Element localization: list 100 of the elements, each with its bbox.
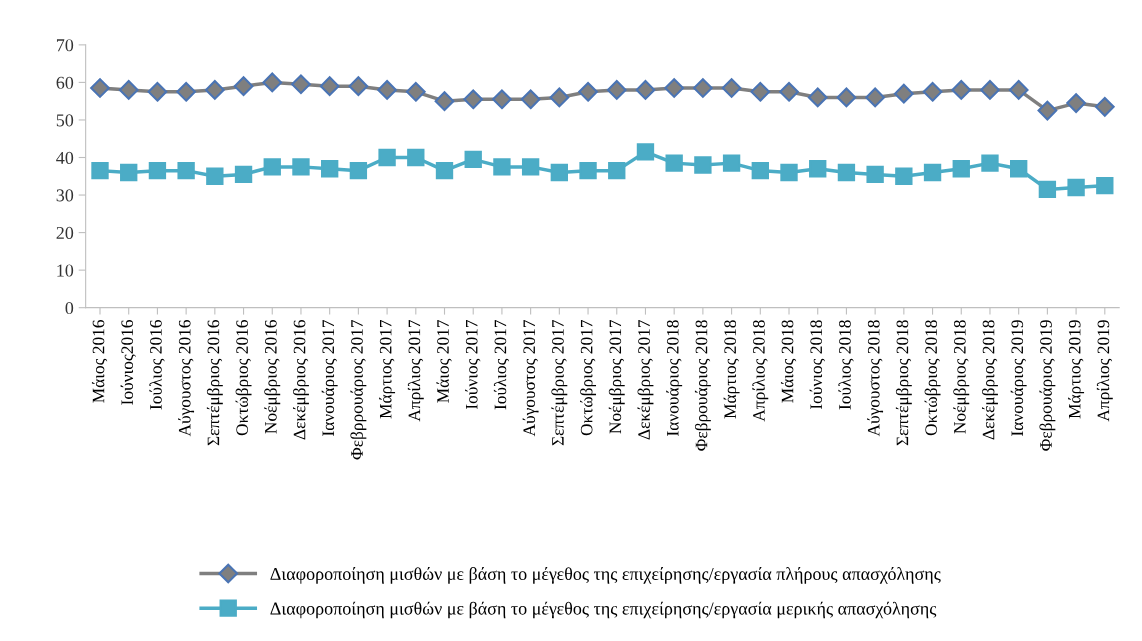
point xyxy=(493,158,511,176)
point xyxy=(750,81,771,102)
x-tick-label: Νοέμβριος 2016 xyxy=(264,320,281,434)
point xyxy=(90,78,110,98)
x-tick-label: Σεπτέμβριος 2017 xyxy=(551,319,568,446)
x-tick-label: Μάρτιος 2018 xyxy=(723,320,740,419)
point xyxy=(579,161,597,180)
x-tick-label: Σεπτέμβριος 2018 xyxy=(895,320,912,446)
point xyxy=(435,161,454,180)
point xyxy=(578,81,598,102)
point xyxy=(1038,180,1057,199)
point xyxy=(866,165,884,184)
point xyxy=(1010,160,1028,178)
point xyxy=(463,89,484,110)
point xyxy=(291,74,311,95)
point xyxy=(407,148,425,167)
point xyxy=(378,148,396,167)
x-tick-label: Φεβρουάριος 2019 xyxy=(1039,320,1056,451)
point xyxy=(1096,176,1114,195)
point xyxy=(952,160,970,178)
point xyxy=(780,163,798,182)
point xyxy=(91,161,109,180)
point xyxy=(721,78,742,98)
point xyxy=(1008,80,1029,100)
point xyxy=(779,81,799,102)
y-tick-label: 20 xyxy=(56,226,74,240)
point xyxy=(492,89,512,110)
point xyxy=(981,154,999,172)
point xyxy=(665,154,683,172)
x-tick-label: Μάιος 2016 xyxy=(91,320,108,403)
point xyxy=(1066,93,1086,113)
point xyxy=(319,76,340,97)
point xyxy=(520,89,541,110)
point xyxy=(608,161,626,180)
point xyxy=(694,156,712,174)
x-tick-label: Νοέμβριος 2018 xyxy=(953,320,970,434)
x-tick-label: Μάιος 2017 xyxy=(436,319,452,403)
x-tick-label: Μάρτιος 2019 xyxy=(1068,320,1085,419)
point xyxy=(434,91,455,112)
x-tick-label: Απρίλιος 2018 xyxy=(752,320,769,422)
legend-label: Διαφοροποίηση μισθών με βάση το μέγεθος της επιχείρησης/εργασία πλήρους απασχόλησης xyxy=(270,567,941,584)
y-tick-label: 10 xyxy=(57,264,74,277)
point xyxy=(893,83,914,104)
point xyxy=(895,167,913,185)
point xyxy=(980,80,1000,100)
point xyxy=(837,163,856,182)
x-tick-label: Οκτώβριος 2016 xyxy=(235,320,252,436)
point xyxy=(349,161,368,180)
point xyxy=(1067,178,1085,197)
x-tick-label: Ιούλιος 2017 xyxy=(493,319,510,410)
x-tick-label: Απρίλιος 2019 xyxy=(1096,320,1113,422)
point xyxy=(1094,96,1115,117)
x-tick-label: Φεβρουάριος 2018 xyxy=(694,320,711,451)
x-tick-label: Αύγουστος 2018 xyxy=(867,320,884,437)
point xyxy=(262,72,283,93)
point xyxy=(234,165,253,184)
x-tick-label: Ιούνιος2016 xyxy=(120,320,136,405)
point xyxy=(606,80,627,100)
y-tick-label: 0 xyxy=(65,301,74,315)
point xyxy=(550,163,569,182)
point xyxy=(635,80,656,100)
y-tick-label: 40 xyxy=(56,151,74,164)
x-tick-label: Φεβρρουάριος 2017 xyxy=(350,319,367,460)
x-tick-label: Αύγουστος 2017 xyxy=(522,319,539,437)
point xyxy=(923,163,942,182)
point xyxy=(320,160,339,178)
point xyxy=(176,81,197,102)
x-tick-label: Δεκέμβριος 2017 xyxy=(637,319,654,440)
x-tick-label: Οκτώβριος 2017 xyxy=(580,319,597,436)
legend-label: Διαφοροποίηση μισθών με βάση το μέγεθος της επιχείρησης/εργασία μερικής απασχόλησης xyxy=(270,601,937,619)
point xyxy=(118,80,139,100)
x-tick-label: Οκτώβριος 2018 xyxy=(924,320,941,436)
point xyxy=(922,81,943,102)
point xyxy=(836,87,857,108)
point xyxy=(865,87,886,108)
x-tick-label: Νοέμβριος 2017 xyxy=(608,319,625,434)
point xyxy=(148,161,167,180)
point xyxy=(1037,100,1058,121)
y-tick-label: 30 xyxy=(56,189,74,202)
point xyxy=(549,87,570,108)
y-tick-label: 70 xyxy=(56,39,74,52)
x-tick-label: Ιούλιος 2018 xyxy=(838,320,854,410)
x-tick-label: Σεπτέμβριος 2016 xyxy=(206,320,223,446)
point xyxy=(951,80,972,100)
point xyxy=(292,158,310,176)
point xyxy=(263,158,281,176)
y-tick-label: 60 xyxy=(56,76,74,89)
y-tick-label: 50 xyxy=(56,114,74,127)
x-tick-label: Μάρτιος 2017 xyxy=(379,319,396,419)
point xyxy=(204,80,225,100)
point xyxy=(206,167,224,185)
point xyxy=(664,78,685,98)
point xyxy=(807,87,828,108)
point xyxy=(636,143,655,161)
point xyxy=(809,160,827,178)
point xyxy=(693,78,713,98)
point xyxy=(405,81,426,102)
point xyxy=(147,81,168,102)
point xyxy=(177,161,195,180)
x-tick-label: Ιανουάριος 2018 xyxy=(666,320,683,436)
